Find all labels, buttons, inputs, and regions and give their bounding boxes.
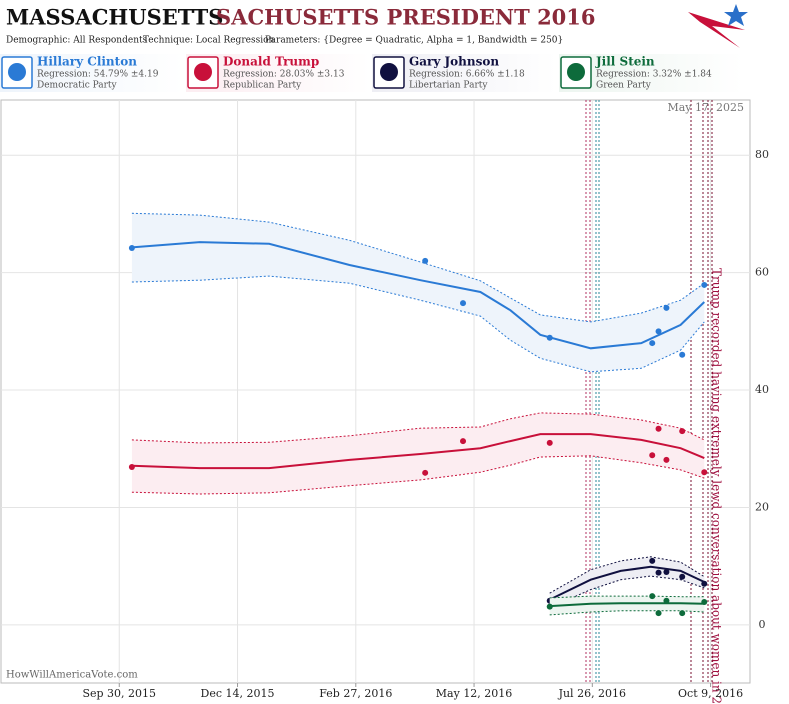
legend-regression: Regression: 54.79% ±4.19 <box>37 70 159 80</box>
legend-party: Democratic Party <box>37 81 118 91</box>
poll-point <box>701 580 708 587</box>
poll-point <box>679 610 686 617</box>
legend-regression: Regression: 6.66% ±1.18 <box>409 70 525 80</box>
poll-point <box>663 597 670 604</box>
legend-name: Hillary Clinton <box>37 55 137 69</box>
poll-point <box>663 304 670 311</box>
logo <box>688 4 748 48</box>
band-edge <box>549 575 705 609</box>
poll-point <box>128 463 135 470</box>
poll-point <box>546 334 553 341</box>
y-tick-label: 60 <box>755 266 769 279</box>
poll-point <box>649 557 656 564</box>
x-tick-label: Oct 9, 2016 <box>678 687 743 700</box>
regression-line <box>549 565 705 601</box>
poll-point <box>649 452 656 459</box>
legend-party: Libertarian Party <box>409 81 488 91</box>
technique: Technique: Local Regression <box>143 36 274 46</box>
poll-point <box>422 257 429 264</box>
y-tick-label: 20 <box>755 500 769 513</box>
date: May 17, 2025 <box>667 101 744 114</box>
poll-point <box>701 281 708 288</box>
regression-line <box>131 433 705 470</box>
poll-point <box>701 469 708 476</box>
poll-point <box>655 610 662 617</box>
chart-title: MASSACHUSETTS <box>6 5 223 30</box>
poll-point <box>422 469 429 476</box>
poll-point <box>663 456 670 463</box>
legend-party: Republican Party <box>223 81 302 91</box>
poll-point <box>128 244 135 251</box>
x-tick-label: Sep 30, 2015 <box>82 687 156 700</box>
legend-name: Donald Trump <box>223 55 319 69</box>
y-tick-label: 40 <box>755 383 769 396</box>
legend-icon-shape <box>380 63 398 81</box>
legend-icon-shape <box>194 63 212 81</box>
poll-point <box>460 300 467 307</box>
poll-point <box>679 351 686 358</box>
legend-name: Jill Stein <box>595 55 655 69</box>
x-tick-label: Jul 26, 2016 <box>558 687 627 700</box>
confidence-band <box>131 213 705 372</box>
x-tick-label: Feb 27, 2016 <box>319 687 392 700</box>
band-edge <box>131 455 705 495</box>
regression-line <box>549 602 705 608</box>
poll-point <box>546 439 553 446</box>
legend-icon-shape <box>8 63 26 81</box>
poll-point <box>655 328 662 335</box>
band-edge <box>131 275 705 373</box>
annotation: Trump recorded having extremely lewd con… <box>710 268 724 704</box>
y-tick-label: 0 <box>759 618 766 631</box>
x-tick-label: May 12, 2016 <box>436 687 513 700</box>
poll-point <box>546 603 553 610</box>
legend-party: Green Party <box>596 81 652 91</box>
poll-point <box>649 340 656 347</box>
poll-point <box>460 438 467 445</box>
poll-point <box>679 428 686 435</box>
legend-regression: Regression: 3.32% ±1.84 <box>596 70 712 80</box>
band-edge <box>131 212 705 323</box>
band-edge <box>549 556 705 594</box>
poll-point <box>701 598 708 605</box>
poll-point <box>663 569 670 576</box>
plot-frame <box>0 99 751 684</box>
poll-point <box>655 425 662 432</box>
legend-icon-shape <box>567 63 585 81</box>
legend-name: Gary Johnson <box>409 55 499 69</box>
poll-point <box>649 593 656 600</box>
poll-point <box>655 569 662 576</box>
y-tick-label: 80 <box>755 148 769 161</box>
poll-point <box>679 573 686 580</box>
chart-title-suffix: SACHUSETTS PRESIDENT 2016 <box>216 5 596 30</box>
demographic: Demographic: All Respondents <box>6 36 148 46</box>
band-edge <box>131 412 705 444</box>
parameters: Parameters: {Degree = Quadratic, Alpha =… <box>265 36 563 46</box>
regression-line <box>131 241 705 350</box>
source: HowWillAmericaVote.com <box>6 670 138 681</box>
x-tick-label: Dec 14, 2015 <box>201 687 275 700</box>
legend-regression: Regression: 28.03% ±3.13 <box>223 70 345 80</box>
